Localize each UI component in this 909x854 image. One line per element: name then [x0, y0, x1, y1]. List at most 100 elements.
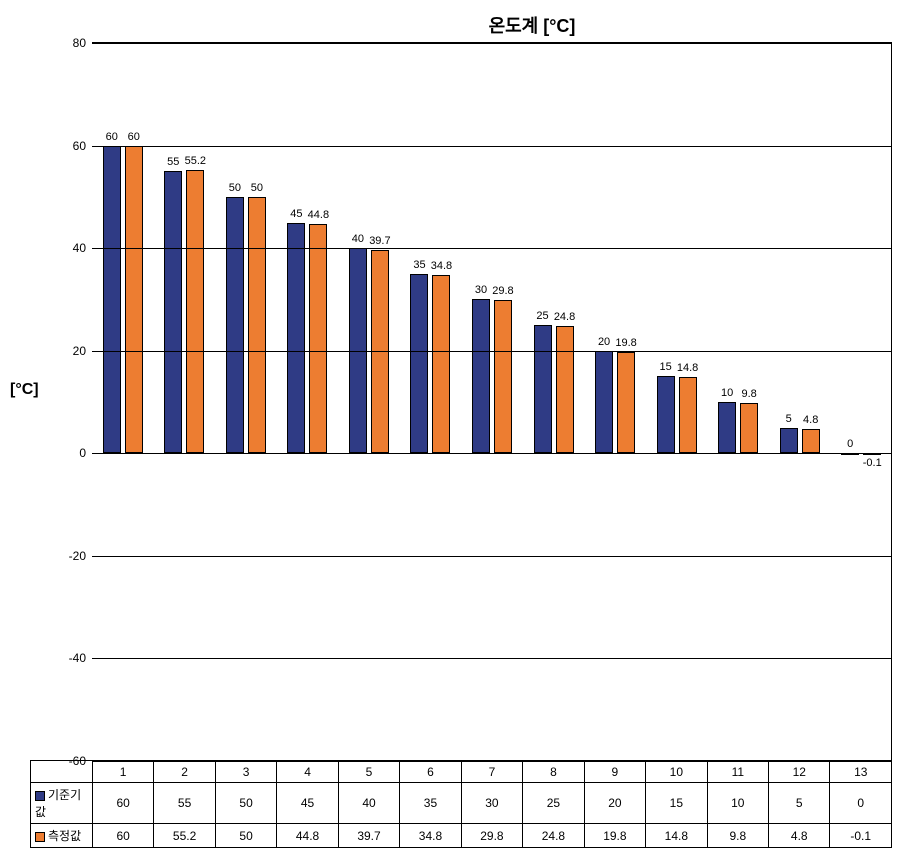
bar-value-label: 14.8 [673, 362, 703, 374]
table-row: 측정값6055.25044.839.734.829.824.819.814.89… [31, 824, 892, 848]
bar-value-label: -0.1 [857, 457, 887, 469]
bar-measured [556, 326, 574, 453]
table-category-cell: 8 [523, 761, 584, 783]
y-tick-label: 40 [73, 241, 86, 255]
bar-measured [432, 275, 450, 453]
table-value-cell: 10 [707, 783, 768, 824]
bar-reference [472, 299, 490, 453]
bar-measured [309, 224, 327, 454]
bar-group: 5555.2 [154, 43, 216, 760]
table-category-cell: 7 [461, 761, 522, 783]
bar-group: 109.8 [707, 43, 769, 760]
bar-measured [186, 170, 204, 453]
legend-swatch [35, 832, 45, 842]
y-axis-label: [°C] [10, 381, 39, 399]
zero-line [92, 453, 891, 454]
bar-value-label: 50 [242, 182, 272, 194]
table-value-cell: 60 [92, 824, 153, 848]
bar-reference [718, 402, 736, 453]
gridline [92, 248, 891, 249]
table-series-header: 기준기값 [31, 783, 93, 824]
bar-value-label: 0 [835, 438, 865, 450]
plot-area: 60605555.250504544.84039.73534.83029.825… [92, 42, 892, 760]
table-value-cell: 29.8 [461, 824, 522, 848]
bar-group: 4039.7 [338, 43, 400, 760]
bar-value-label: 60 [119, 131, 149, 143]
table-value-cell: 40 [338, 783, 399, 824]
y-tick-label: 20 [73, 344, 86, 358]
table-category-cell: 1 [92, 761, 153, 783]
legend-swatch [35, 791, 45, 801]
bar-group: 3029.8 [461, 43, 523, 760]
table-category-cell: 10 [646, 761, 707, 783]
table-series-header: 측정값 [31, 824, 93, 848]
table-value-cell: 50 [215, 783, 276, 824]
bar-group: 2019.8 [584, 43, 646, 760]
table-value-cell: 35 [400, 783, 461, 824]
table-category-cell: 4 [277, 761, 338, 783]
bar-reference [226, 197, 244, 453]
table-value-cell: 30 [461, 783, 522, 824]
table-value-cell: 0 [830, 783, 892, 824]
bar-reference [164, 171, 182, 453]
bar-measured [679, 377, 697, 453]
bar-reference [780, 428, 798, 454]
gridline [92, 351, 891, 352]
bar-group: 0 -0.1 [830, 43, 892, 760]
table-category-cell: 11 [707, 761, 768, 783]
table-value-cell: 9.8 [707, 824, 768, 848]
gridline [92, 146, 891, 147]
bar-value-label: 19.8 [611, 337, 641, 349]
bar-group: 54.8 [769, 43, 831, 760]
bars-layer: 60605555.250504544.84039.73534.83029.825… [92, 43, 891, 760]
table-category-cell: 12 [769, 761, 830, 783]
bar-value-label: 55.2 [180, 155, 210, 167]
table-header-blank [31, 761, 93, 783]
table-value-cell: 5 [769, 783, 830, 824]
table-value-cell: 19.8 [584, 824, 645, 848]
table-value-cell: 24.8 [523, 824, 584, 848]
bar-value-label: 39.7 [365, 235, 395, 247]
table-value-cell: 60 [92, 783, 153, 824]
table-value-cell: 15 [646, 783, 707, 824]
bar-value-label: 24.8 [550, 311, 580, 323]
bar-reference [410, 274, 428, 454]
y-tick-label: -20 [69, 549, 86, 563]
table-category-cell: 9 [584, 761, 645, 783]
series-name: 측정값 [48, 829, 81, 843]
table-value-cell: 14.8 [646, 824, 707, 848]
table-row: 기준기값605550454035302520151050 [31, 783, 892, 824]
table-row: 12345678910111213 [31, 761, 892, 783]
bar-group: 2524.8 [523, 43, 585, 760]
table-value-cell: 55 [154, 783, 215, 824]
table-value-cell: 4.8 [769, 824, 830, 848]
bar-reference [287, 223, 305, 454]
table-category-cell: 6 [400, 761, 461, 783]
table-category-cell: 13 [830, 761, 892, 783]
bar-group: 6060 [92, 43, 154, 760]
bar-reference [595, 351, 613, 454]
table-value-cell: 34.8 [400, 824, 461, 848]
bar-measured [740, 403, 758, 453]
bar-measured [125, 146, 143, 454]
chart-container: 온도계 [°C] [°C] 60605555.250504544.84039.7… [10, 10, 899, 844]
table-value-cell: 39.7 [338, 824, 399, 848]
y-tick-label: -40 [69, 651, 86, 665]
bar-value-label: 34.8 [426, 260, 456, 272]
table-category-cell: 2 [154, 761, 215, 783]
bar-measured [494, 300, 512, 453]
bar-value-label: 44.8 [303, 209, 333, 221]
bar-reference [657, 376, 675, 453]
bar-group: 3534.8 [400, 43, 462, 760]
gridline [92, 658, 891, 659]
chart-title: 온도계 [°C] [432, 12, 632, 38]
table-value-cell: 55.2 [154, 824, 215, 848]
bar-reference [534, 325, 552, 453]
bar-group: 4544.8 [277, 43, 339, 760]
gridline [92, 556, 891, 557]
bar-group: 1514.8 [646, 43, 708, 760]
data-table: 12345678910111213기준기값6055504540353025201… [30, 760, 892, 848]
y-tick-label: 60 [73, 139, 86, 153]
table-category-cell: 5 [338, 761, 399, 783]
table-category-cell: 3 [215, 761, 276, 783]
